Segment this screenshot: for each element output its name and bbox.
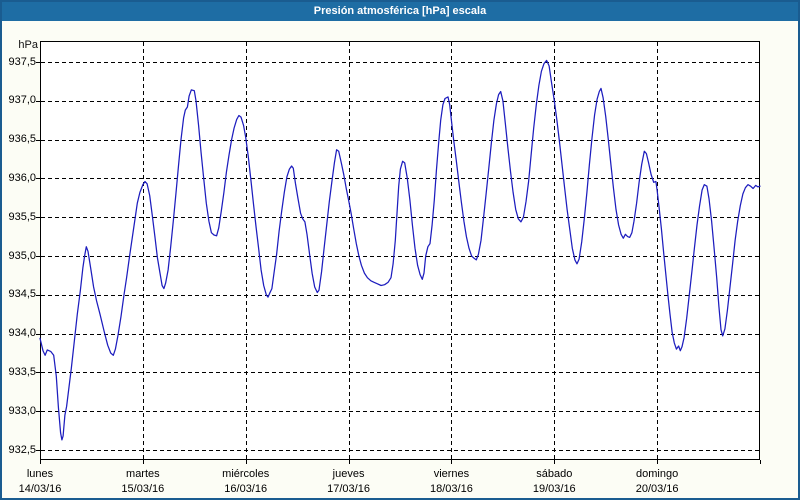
y-tick-label: 937,5 [8,55,36,68]
pressure-series-line [39,59,761,441]
x-date-label: 15/03/16 [121,483,165,495]
plot-background [40,41,760,460]
y-tick-label: 935,5 [8,210,36,223]
x-date-label: 20/03/16 [635,483,679,495]
plot-border [40,41,760,460]
x-day-label: jueves [332,468,365,480]
y-tick-label: 937,0 [8,94,36,107]
y-tick-label: 933,0 [8,404,36,417]
y-tick-label: 932,5 [8,443,36,456]
y-tick-label: 935,0 [8,249,36,262]
y-tick-label: 936,0 [8,171,36,184]
y-tick-label: 934,5 [8,288,36,301]
title-bar: Presión atmosférica [hPa] escala [0,0,800,21]
x-date-label: 18/03/16 [430,483,473,495]
x-day-label: martes [126,468,160,480]
x-date-label: 19/03/16 [532,483,576,495]
window-title: Presión atmosférica [hPa] escala [313,4,487,17]
x-day-label: miércoles [222,468,270,480]
y-axis-unit-label: hPa [18,39,38,51]
x-day-label: domingo [636,468,679,480]
y-tick-label: 936,5 [8,133,36,146]
x-day-label: lunes [26,468,54,480]
x-day-label: viernes [433,468,470,480]
y-tick-label: 934,0 [8,327,36,340]
y-tick-label: 933,5 [8,365,36,378]
x-date-label: 14/03/16 [18,483,62,495]
x-date-label: 16/03/16 [224,483,268,495]
x-date-label: 17/03/16 [327,483,370,495]
x-day-label: sábado [536,468,573,480]
